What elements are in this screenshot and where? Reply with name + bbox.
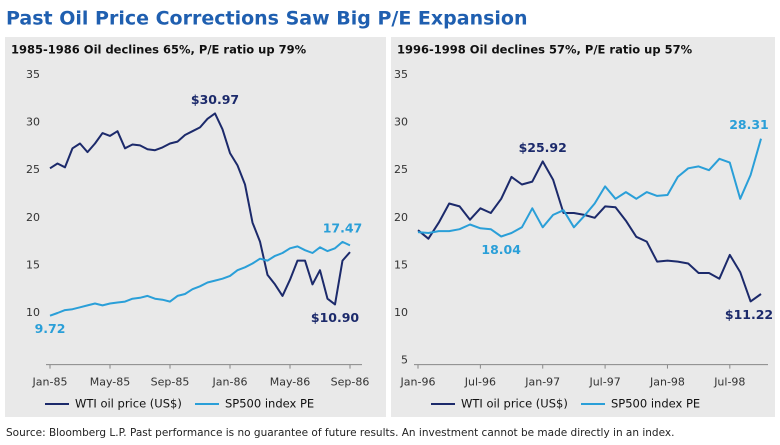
y-tick-label: 10 [26,306,40,319]
data-label: 17.47 [323,220,363,235]
y-tick-label: 25 [394,163,408,176]
y-tick-label: 20 [394,211,408,224]
x-tick-label: Jan-96 [400,376,436,389]
left-panel [5,37,386,417]
data-label: 9.72 [35,321,66,336]
data-label: $10.90 [311,310,360,325]
data-label: 18.04 [481,242,521,257]
y-tick-label: 30 [26,116,40,129]
y-tick-label: 25 [26,163,40,176]
legend-label: WTI oil price (US$) [461,397,568,411]
chart-subtitle: 1985-1986 Oil declines 65%, P/E ratio up… [11,43,307,57]
x-tick-label: Jan-98 [649,376,685,389]
right-panel [391,37,775,417]
x-tick-label: Jan-85 [32,376,68,389]
series-line [417,160,762,303]
data-label: $11.22 [725,307,773,322]
y-tick-label: 5 [401,354,408,367]
x-tick-label: Jan-97 [524,376,560,389]
data-label: $30.97 [191,92,239,107]
source: Source: Bloomberg L.P. Past performance … [6,427,674,439]
y-tick-label: 20 [26,211,40,224]
legend-label: SP500 index PE [611,397,700,411]
data-label: 28.31 [729,117,769,132]
x-tick-label: Sep-86 [331,376,370,389]
x-tick-label: May-85 [90,376,131,389]
y-tick-label: 15 [26,258,40,271]
x-tick-label: Jul-96 [464,376,496,389]
y-tick-label: 35 [26,68,40,81]
x-tick-label: Jul-98 [713,376,745,389]
y-tick-label: 30 [394,116,408,129]
x-tick-label: Sep-85 [151,376,190,389]
series-line [49,240,351,317]
series-line [417,138,762,238]
chart-subtitle: 1996-1998 Oil declines 57%, P/E ratio up… [397,43,693,57]
data-label: $25.92 [519,140,567,155]
legend-label: SP500 index PE [225,397,314,411]
legend-label: WTI oil price (US$) [75,397,182,411]
x-tick-label: May-86 [270,376,311,389]
x-tick-label: Jul-97 [588,376,620,389]
series-line [49,112,351,306]
y-tick-label: 10 [394,306,408,319]
y-tick-label: 15 [394,258,408,271]
y-tick-label: 35 [394,68,408,81]
x-tick-label: Jan-86 [212,376,248,389]
page-title: Past Oil Price Corrections Saw Big P/E E… [6,8,528,30]
